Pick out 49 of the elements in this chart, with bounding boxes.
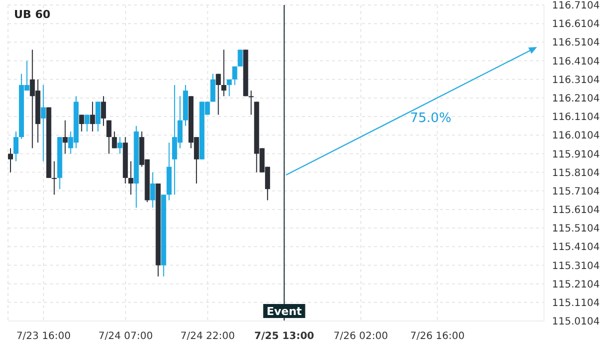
- ref-line-label: Event: [266, 305, 302, 318]
- y-tick-label: 115.1104: [552, 298, 600, 309]
- annotation: 75.0%: [410, 111, 452, 126]
- candlestick: [210, 73, 216, 102]
- y-tick-label: 116.2104: [552, 93, 600, 104]
- y-tick-label: 116.6104: [552, 19, 600, 30]
- x-tick-label: 7/26 16:00: [410, 331, 465, 340]
- candlestick: [232, 66, 238, 86]
- candlestick: [221, 49, 226, 97]
- x-tick-label: 7/24 22:00: [180, 331, 235, 340]
- x-tick-label: 7/23 16:00: [16, 331, 71, 340]
- y-tick-label: 115.6104: [552, 205, 600, 216]
- y-tick-label: 115.3104: [552, 260, 600, 272]
- y-tick-label: 115.7104: [552, 186, 600, 198]
- y-tick-label: 115.5104: [552, 224, 600, 235]
- y-tick-label: 116.1104: [552, 112, 600, 124]
- x-tick-label: 7/26 02:00: [334, 331, 388, 340]
- candlestick: [128, 160, 134, 196]
- candlestick: [226, 78, 232, 97]
- candlestick: [62, 120, 68, 154]
- y-tick-label: 116.4104: [552, 56, 600, 68]
- candlestick: [112, 130, 117, 149]
- x-tick-label: 7/25 13:00: [254, 331, 314, 340]
- y-tick-label: 115.2104: [552, 279, 600, 290]
- candlestick: [106, 120, 112, 154]
- x-tick-label: 7/24 07:00: [98, 331, 153, 340]
- candlestick: [248, 90, 254, 116]
- y-tick-label: 116.0104: [552, 130, 600, 142]
- y-tick-label: 115.9104: [552, 149, 600, 160]
- y-tick-label: 115.8104: [552, 168, 600, 179]
- y-tick-label: 116.7104: [552, 0, 600, 12]
- candlestick: [52, 160, 57, 196]
- candlestick: [40, 84, 46, 162]
- candlestick: [8, 148, 13, 173]
- candlestick: [13, 130, 18, 162]
- candlestick: [79, 114, 84, 132]
- candlestick: [84, 114, 90, 132]
- candlestick: [117, 136, 122, 154]
- y-tick-label: 116.3104: [552, 74, 600, 86]
- y-tick-label: 115.4104: [552, 242, 600, 254]
- candlestick: [90, 101, 96, 132]
- candlestick: [216, 73, 221, 116]
- y-tick-label: 115.0104: [552, 316, 600, 328]
- candlestick: [100, 96, 106, 126]
- candlestick: [150, 172, 156, 208]
- chart-title: UB 60: [14, 8, 50, 21]
- y-tick-label: 116.5104: [552, 38, 600, 49]
- candlestick: [238, 49, 243, 67]
- candlestick: [96, 101, 101, 132]
